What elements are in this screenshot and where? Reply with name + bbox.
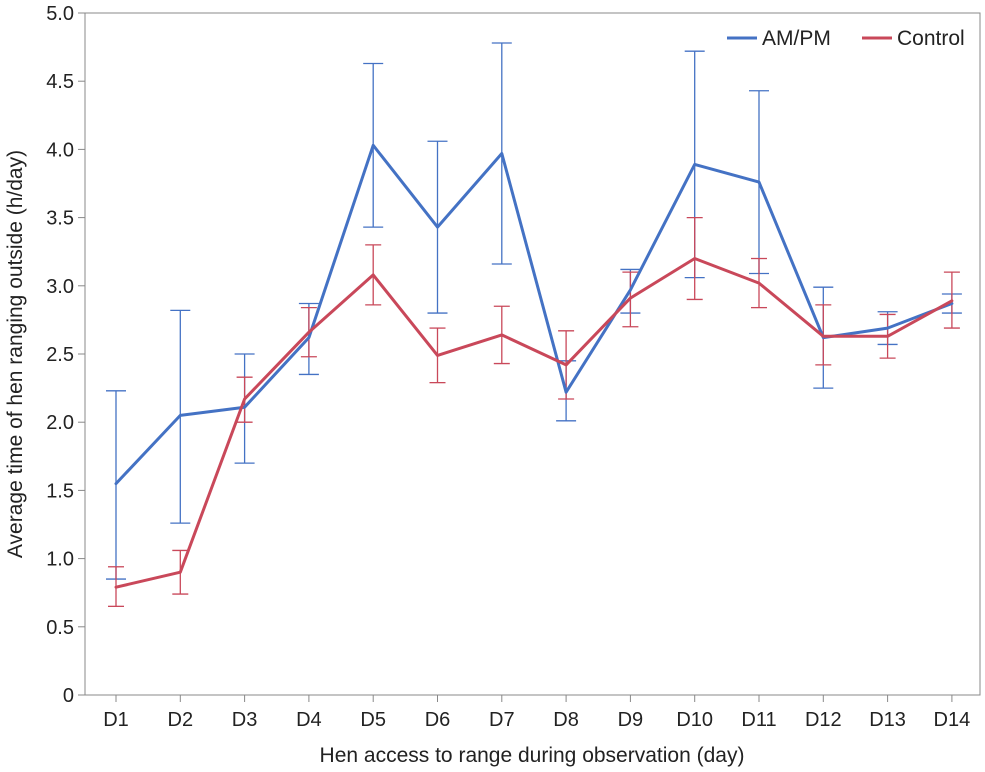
y-tick-label: 4.0 — [46, 139, 74, 161]
y-tick-label: 2.0 — [46, 412, 74, 434]
y-axis: 0 0.5 1.0 1.5 2.0 2.5 3.0 3.5 4.0 4.5 5.0 — [46, 3, 85, 707]
x-tick-label: D13 — [869, 709, 906, 731]
x-tick-label: D5 — [360, 709, 386, 731]
x-tick-label: D4 — [296, 709, 322, 731]
x-tick-label: D12 — [805, 709, 842, 731]
y-tick-label: 3.5 — [46, 208, 74, 230]
y-axis-title: Average time of hen ranging outside (h/d… — [4, 150, 27, 558]
legend-label-control: Control — [897, 27, 965, 50]
y-tick-label: 2.5 — [46, 344, 74, 366]
x-tick-label: D8 — [553, 709, 579, 731]
y-tick-label: 1.0 — [46, 549, 74, 571]
y-tick-label: 0 — [63, 685, 74, 707]
x-tick-label: D2 — [168, 709, 194, 731]
x-tick-label: D1 — [103, 709, 129, 731]
x-tick-label: D9 — [618, 709, 644, 731]
plot-area — [84, 12, 981, 696]
y-tick-label: 4.5 — [46, 71, 74, 93]
series-lines — [114, 143, 954, 589]
y-tick-label: 1.5 — [46, 480, 74, 502]
x-tick-label: D10 — [676, 709, 713, 731]
x-axis-title: Hen access to range during observation (… — [320, 744, 745, 767]
x-tick-label: D14 — [934, 709, 971, 731]
y-tick-label: 3.0 — [46, 276, 74, 298]
x-tick-label: D3 — [232, 709, 258, 731]
x-tick-label: D7 — [489, 709, 515, 731]
legend-label-am-pm: AM/PM — [762, 27, 831, 50]
series-line-am-pm — [114, 143, 954, 486]
legend: AM/PM Control — [727, 27, 965, 50]
x-axis: D1 D2 D3 D4 D5 D6 D7 D8 D9 D10 D11 D12 D13 D14 — [103, 695, 970, 731]
series-line-control — [114, 257, 954, 589]
y-tick-label: 5.0 — [46, 3, 74, 25]
y-tick-label: 0.5 — [46, 617, 74, 639]
x-tick-label: D6 — [425, 709, 451, 731]
x-tick-label: D11 — [741, 709, 776, 731]
error-bars — [106, 42, 962, 607]
